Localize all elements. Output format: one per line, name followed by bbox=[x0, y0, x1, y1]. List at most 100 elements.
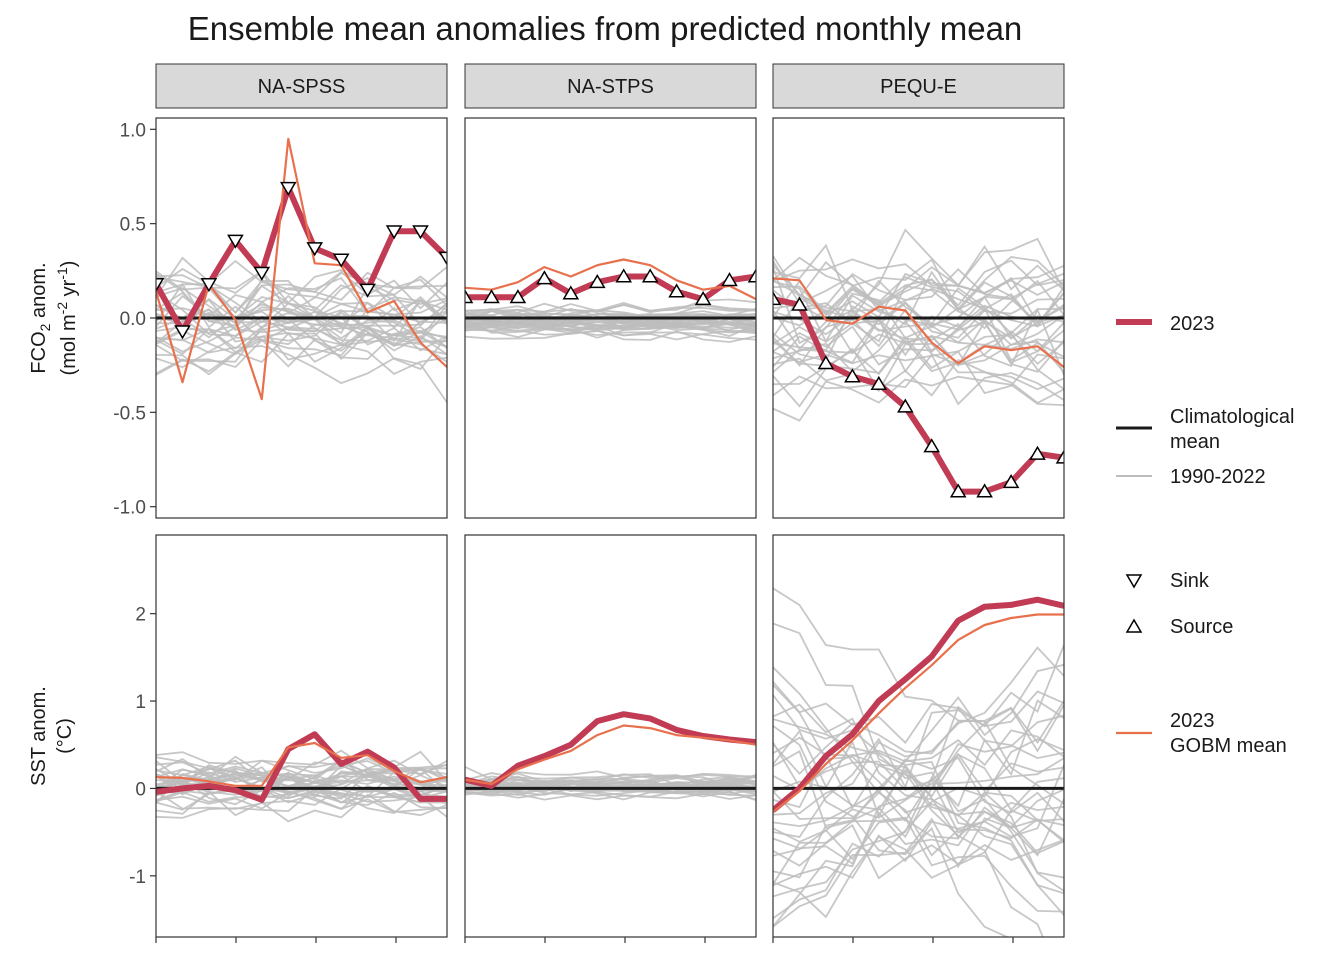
panel-fco2-na-spss bbox=[155, 117, 448, 519]
sst-axis-title: SST anom. bbox=[28, 686, 50, 786]
gobm-mean-line bbox=[465, 258, 756, 301]
y-tick-label: 0 bbox=[135, 779, 146, 800]
y-tick-label: -1 bbox=[129, 867, 146, 888]
legend-sink-label: Sink bbox=[1170, 570, 1210, 592]
background-year-line bbox=[773, 729, 1064, 767]
background-year-line bbox=[773, 622, 1044, 937]
panel-border bbox=[155, 534, 448, 938]
panel-border bbox=[464, 534, 757, 938]
panel-sst-na-stps bbox=[464, 534, 757, 943]
source-marker bbox=[721, 272, 738, 287]
legend-2023-label: 2023 bbox=[1170, 313, 1215, 335]
facet-strip-label: NA-SPSS bbox=[258, 76, 346, 98]
sink-marker bbox=[253, 266, 271, 281]
background-year-line bbox=[465, 307, 756, 322]
background-year-line bbox=[156, 778, 447, 813]
series-2023-line bbox=[773, 596, 1064, 813]
sink-marker bbox=[438, 251, 447, 266]
background-year-line bbox=[465, 775, 756, 792]
source-marker bbox=[870, 375, 888, 391]
source-marker bbox=[1029, 445, 1046, 460]
gobm-mean-line bbox=[773, 613, 1064, 813]
source-marker bbox=[465, 289, 474, 304]
background-year-line bbox=[773, 790, 1064, 857]
legend-background-label: 1990-2022 bbox=[1170, 466, 1266, 488]
background-year-line bbox=[773, 741, 1064, 812]
source-marker bbox=[1002, 474, 1020, 489]
series-2023-line bbox=[465, 711, 756, 789]
background-year-line bbox=[773, 587, 1064, 805]
facet-strip-label: PEQU-E bbox=[880, 76, 957, 98]
source-marker bbox=[896, 398, 914, 413]
facet-strip-label: NA-STPS bbox=[567, 76, 654, 98]
panel-sst-pequ-e bbox=[772, 534, 1065, 943]
source-marker bbox=[949, 483, 967, 498]
background-year-line bbox=[773, 798, 1064, 928]
background-year-line bbox=[156, 277, 447, 328]
source-marker bbox=[615, 268, 633, 283]
background-year-line bbox=[156, 783, 447, 804]
sst-axis-units: (°C) bbox=[54, 718, 76, 754]
background-year-line bbox=[156, 304, 447, 356]
y-tick-label: -1.0 bbox=[113, 498, 146, 519]
background-year-line bbox=[156, 767, 447, 793]
sink-marker bbox=[332, 253, 350, 268]
series-2023-line bbox=[773, 296, 1064, 495]
gobm-mean-line bbox=[465, 724, 756, 786]
background-year-line bbox=[773, 738, 1064, 920]
y-tick-label: -0.5 bbox=[113, 403, 146, 424]
source-marker bbox=[791, 296, 808, 311]
sink-marker bbox=[412, 225, 429, 240]
background-year-line bbox=[773, 788, 1064, 865]
background-year-line bbox=[465, 321, 756, 330]
sink-marker bbox=[279, 181, 297, 196]
background-year-line bbox=[773, 718, 1064, 879]
source-marker bbox=[747, 268, 756, 283]
background-year-line bbox=[465, 781, 756, 796]
chart-title: Ensemble mean anomalies from predicted m… bbox=[188, 10, 1023, 47]
background-year-line bbox=[773, 714, 1064, 879]
background-year-line bbox=[773, 347, 1064, 408]
background-year-line bbox=[773, 332, 1064, 390]
background-year-line bbox=[773, 666, 1064, 823]
background-year-line bbox=[465, 329, 756, 343]
gobm-mean-line bbox=[156, 137, 447, 401]
source-marker bbox=[641, 268, 659, 283]
background-year-line bbox=[773, 321, 1064, 373]
background-year-line bbox=[156, 764, 447, 797]
background-year-line bbox=[156, 787, 447, 819]
background-year-line bbox=[156, 315, 447, 363]
source-marker bbox=[562, 285, 580, 300]
sink-marker bbox=[200, 278, 218, 293]
background-year-line bbox=[773, 228, 1064, 312]
facet-strip bbox=[772, 63, 1065, 109]
background-year-line bbox=[465, 773, 756, 785]
background-year-line bbox=[773, 353, 1064, 406]
panel-fco2-na-stps bbox=[464, 117, 757, 519]
panel-sst-na-spss bbox=[155, 534, 448, 943]
background-year-line bbox=[156, 750, 447, 786]
background-year-line bbox=[773, 777, 1064, 834]
background-year-line bbox=[773, 268, 1064, 312]
panel-border bbox=[772, 117, 1065, 519]
y-tick-label: 2 bbox=[135, 605, 146, 626]
background-year-line bbox=[773, 663, 1064, 885]
source-marker bbox=[817, 355, 835, 370]
facet-strip bbox=[464, 63, 757, 109]
y-tick-label: 0.5 bbox=[120, 215, 146, 236]
gobm-mean-line bbox=[156, 741, 447, 787]
facet-strip bbox=[155, 63, 448, 109]
source-marker bbox=[668, 283, 685, 298]
background-year-line bbox=[773, 275, 1064, 318]
background-year-line bbox=[156, 325, 447, 375]
background-year-line bbox=[773, 255, 1064, 324]
source-marker bbox=[1055, 449, 1064, 464]
background-year-line bbox=[156, 317, 447, 369]
background-year-line bbox=[156, 291, 447, 323]
sink-marker bbox=[359, 283, 376, 298]
background-year-line bbox=[156, 784, 447, 811]
source-marker bbox=[483, 289, 500, 304]
legend-source-label: Source bbox=[1170, 616, 1233, 638]
background-year-line bbox=[156, 282, 447, 348]
